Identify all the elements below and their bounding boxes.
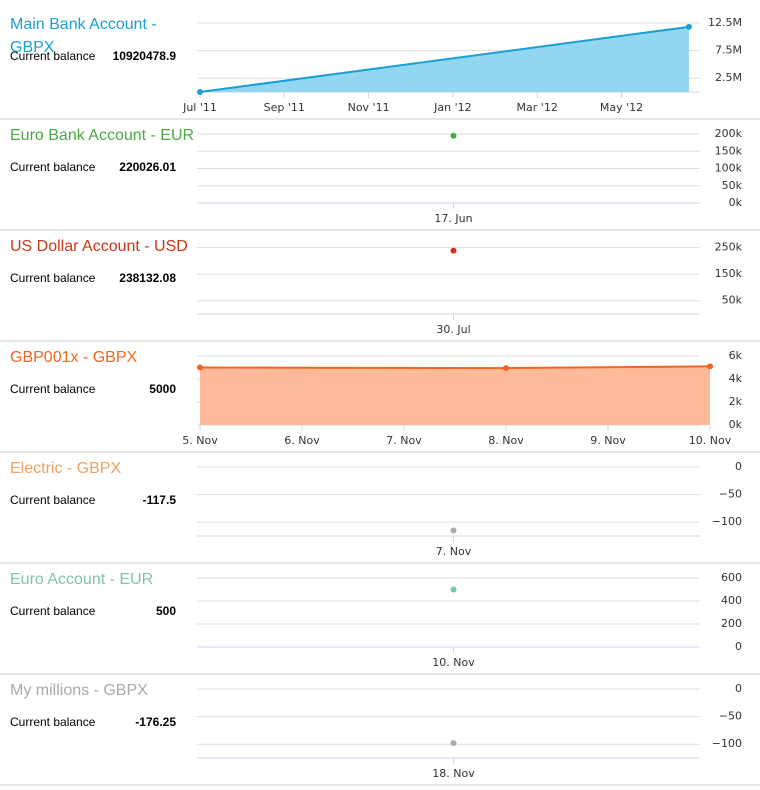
balance-value: 500 <box>155 604 176 618</box>
balance-row: Current balance -117.5 <box>10 493 176 507</box>
account-title: Main Bank Account - GBPX <box>10 16 157 56</box>
account-title: GBP001x - GBPX <box>10 349 138 366</box>
balance-row: Current balance -176.25 <box>10 715 176 729</box>
x-tick-label: Nov '11 <box>348 101 390 114</box>
balance-value: -117.5 <box>142 493 176 507</box>
y-tick-label: 200 <box>721 617 742 630</box>
x-tick-label: 17. Jun <box>434 212 472 225</box>
x-tick-label: 7. Nov <box>436 545 472 558</box>
y-tick-label: 150k <box>715 267 743 280</box>
x-tick-label: 9. Nov <box>590 434 626 447</box>
y-tick-label: 250k <box>715 241 743 254</box>
y-tick-label: −100 <box>712 515 742 528</box>
balance-row: Current balance 220026.01 <box>10 160 176 174</box>
y-tick-label: 12.5M <box>708 16 742 29</box>
point <box>450 586 457 593</box>
account-title: Euro Account - EUR <box>10 571 154 588</box>
line <box>199 25 690 93</box>
y-tick-label: 0k <box>729 196 743 209</box>
balance-label: Current balance <box>10 715 96 729</box>
line <box>199 365 711 370</box>
point <box>197 364 203 371</box>
balance-value: 10920478.9 <box>112 49 176 63</box>
x-tick-label: Mar '12 <box>517 101 558 114</box>
balance-label: Current balance <box>10 604 96 618</box>
balance-value: -176.25 <box>135 715 176 729</box>
y-tick-label: 0 <box>735 460 742 473</box>
balance-label: Current balance <box>10 271 96 285</box>
balance-row: Current balance 500 <box>10 604 176 618</box>
y-tick-label: 400 <box>721 594 742 607</box>
account-title: US Dollar Account - USD <box>10 238 188 255</box>
account-title: Electric - GBPX <box>10 460 122 477</box>
balance-row: Current balance 5000 <box>10 382 176 396</box>
balance-value: 5000 <box>149 382 176 396</box>
x-tick-label: 10. Nov <box>689 434 732 447</box>
x-tick-label: May '12 <box>600 101 643 114</box>
x-tick-label: 6. Nov <box>284 434 320 447</box>
area <box>200 366 710 425</box>
y-tick-label: 50k <box>722 179 743 192</box>
y-tick-label: 100k <box>715 162 743 175</box>
x-tick-label: 18. Nov <box>432 767 475 780</box>
balance-value: 238132.08 <box>119 271 176 285</box>
y-tick-label: 0 <box>735 682 742 695</box>
balance-value: 220026.01 <box>119 160 176 174</box>
point <box>450 132 457 139</box>
balance-row: Current balance 10920478.9 <box>10 49 176 63</box>
balance-label: Current balance <box>10 49 96 63</box>
point <box>503 365 509 372</box>
y-tick-label: 0k <box>729 418 743 431</box>
x-tick-label: 30. Jul <box>436 323 470 336</box>
balance-label: Current balance <box>10 382 96 396</box>
y-tick-label: 600 <box>721 571 742 584</box>
y-tick-label: −50 <box>719 710 742 723</box>
x-tick-label: 5. Nov <box>182 434 218 447</box>
balance-label: Current balance <box>10 160 96 174</box>
point <box>197 89 203 95</box>
point <box>707 363 713 370</box>
x-tick-label: Sep '11 <box>264 101 305 114</box>
y-tick-label: 0 <box>735 640 742 653</box>
point <box>685 23 692 30</box>
x-tick-label: Jan '12 <box>433 101 471 114</box>
y-tick-label: 200k <box>715 127 743 140</box>
balance-row: Current balance 238132.08 <box>10 271 176 285</box>
y-tick-label: −100 <box>712 737 742 750</box>
x-tick-label: 10. Nov <box>432 656 475 669</box>
point <box>450 247 457 254</box>
y-tick-label: 50k <box>722 294 743 307</box>
y-tick-label: 7.5M <box>715 44 742 57</box>
balance-label: Current balance <box>10 493 96 507</box>
y-tick-label: 4k <box>729 372 743 385</box>
x-tick-label: Jul '11 <box>182 101 217 114</box>
account-title: My millions - GBPX <box>10 682 148 699</box>
account-title: Euro Bank Account - EUR <box>10 127 195 144</box>
point <box>450 740 457 747</box>
x-tick-label: 8. Nov <box>488 434 524 447</box>
point <box>450 527 457 534</box>
x-tick-label: 7. Nov <box>386 434 422 447</box>
y-tick-label: 2k <box>729 395 743 408</box>
y-tick-label: 2.5M <box>715 71 742 84</box>
y-tick-label: 150k <box>715 144 743 157</box>
y-tick-label: 6k <box>729 349 743 362</box>
y-tick-label: −50 <box>719 488 742 501</box>
